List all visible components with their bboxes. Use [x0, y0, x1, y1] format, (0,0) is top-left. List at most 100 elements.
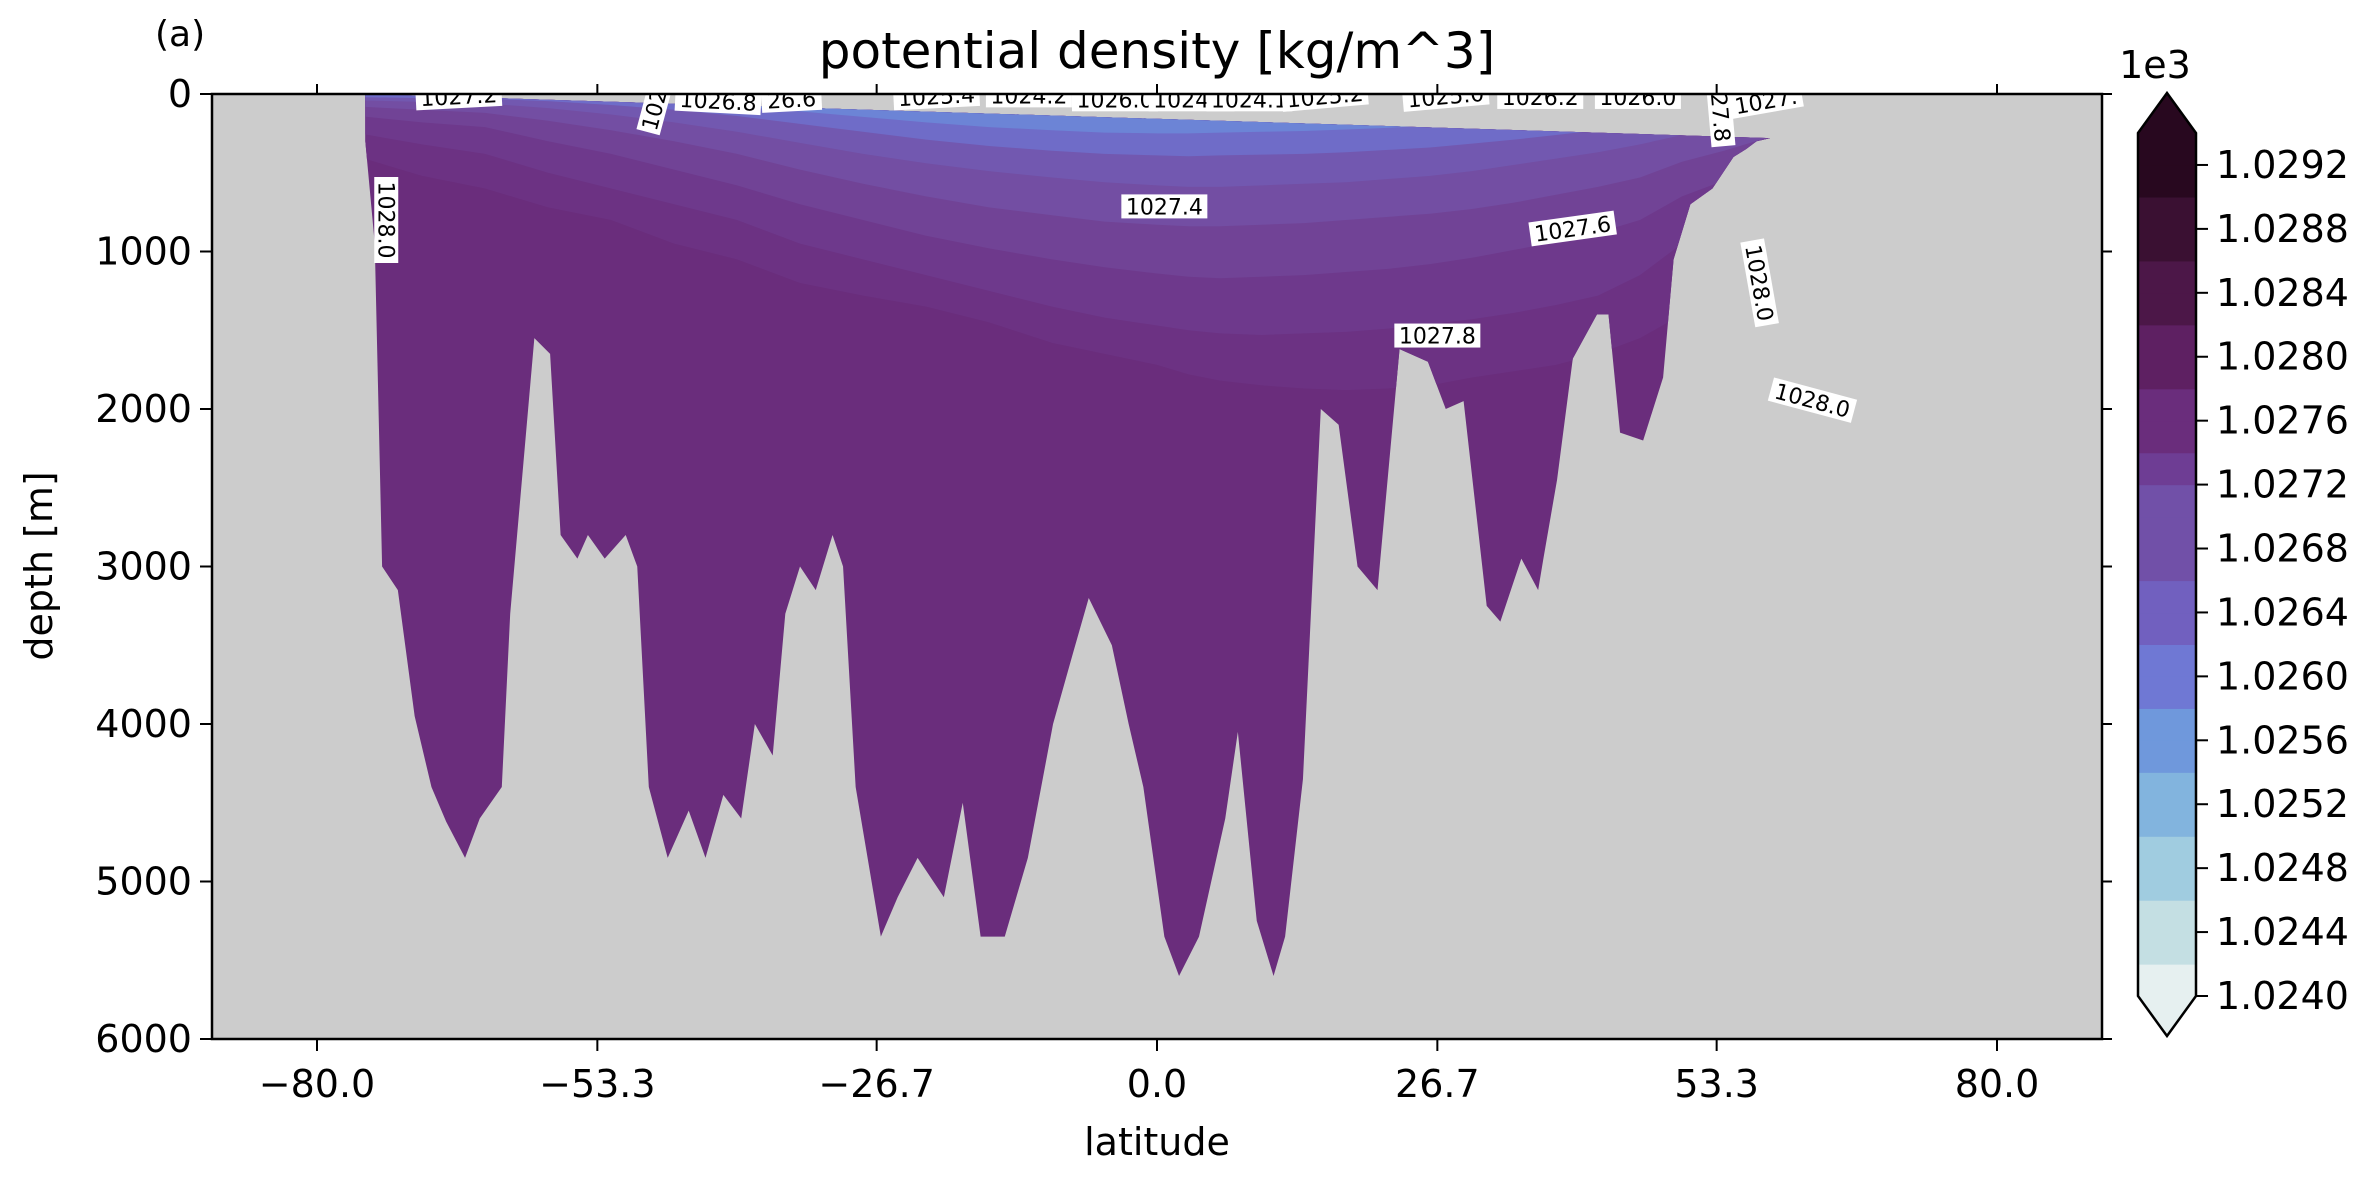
contour-label: 1027.8 — [1394, 323, 1481, 350]
colorbar-tick-label: 1.0264 — [2216, 590, 2349, 634]
colorbar-swatch — [2138, 676, 2196, 709]
contour-label-text: 1024.1 — [1211, 88, 1288, 113]
colorbar-tick-label: 1.0260 — [2216, 654, 2349, 698]
colorbar-swatch — [2138, 356, 2196, 390]
y-tick-label: 5000 — [95, 860, 192, 904]
colorbar-swatch — [2138, 836, 2196, 869]
colorbar-swatch — [2138, 196, 2196, 230]
contour-label-box — [892, 94, 981, 111]
contour-label-text: 1025.4 — [897, 83, 975, 112]
colorbar-tick-label: 1.0240 — [2216, 974, 2349, 1018]
colorbar-swatch — [2138, 133, 2196, 166]
colorbar-swatch — [2138, 516, 2196, 550]
colorbar-tick-label: 1.0292 — [2216, 143, 2349, 187]
colorbar-swatch — [2138, 900, 2196, 933]
contour-label: 1025.4 — [892, 83, 981, 112]
colorbar-tick-label: 1.0252 — [2216, 782, 2349, 826]
colorbar-extend-max — [2138, 93, 2196, 133]
colorbar-offset-label: 1e3 — [2119, 43, 2191, 87]
colorbar-swatch — [2138, 164, 2196, 198]
colorbar-swatch — [2138, 612, 2196, 646]
x-axis: −80.0 −53.3 −26.7 0.0 26.7 53.3 80.0 — [259, 84, 2040, 1106]
colorbar: 1.0240 1.0244 1.0248 1.0252 1.0256 1.0260 1.02… — [2119, 43, 2349, 1039]
contour-label-text: 1028.0 — [372, 182, 397, 259]
colorbar-swatch — [2138, 804, 2196, 837]
y-axis-label: depth [m] — [17, 471, 61, 660]
contour-labels: 1027.2 102 1026.8 26.6 1025.4 1024.2 1026.0 102… — [372, 83, 1858, 424]
x-tick-label: −80.0 — [259, 1062, 375, 1106]
contour-label: 1026.2 — [1497, 86, 1584, 111]
colorbar-swatch — [2138, 324, 2196, 358]
contour-label-box — [1497, 94, 1584, 109]
contour-label-box — [674, 94, 762, 116]
contour-label-box — [1206, 94, 1293, 112]
colorbar-swatch — [2138, 228, 2196, 262]
colorbar-tick-label: 1.0244 — [2216, 910, 2349, 954]
contour-label-text: 1024.2 — [990, 84, 1067, 109]
contour-label-box — [1281, 94, 1369, 112]
colorbar-tick-label: 1.0276 — [2216, 399, 2349, 443]
x-tick-label: −53.3 — [539, 1062, 655, 1106]
contour-label-box — [1528, 210, 1617, 247]
colorbar-tick-label: 1.0288 — [2216, 207, 2349, 251]
y-tick-label: 3000 — [95, 545, 192, 589]
contour-label-text: 1026.2 — [1502, 86, 1579, 111]
y-tick-label: 4000 — [95, 702, 192, 746]
contour-label-text: 1026.0 — [1599, 86, 1676, 111]
contour-label-box — [636, 94, 672, 136]
colorbar-swatch — [2138, 292, 2196, 326]
y-tick-label: 0 — [168, 72, 192, 116]
colorbar-swatch — [2138, 260, 2196, 294]
contour-label-text: 1027.4 — [1126, 195, 1203, 220]
colorbar-tick-label: 1.0248 — [2216, 846, 2349, 890]
colorbar-swatch — [2138, 868, 2196, 901]
contour-label-box — [1594, 94, 1681, 109]
y-tick-label: 1000 — [95, 230, 192, 274]
contour-label: 1027.6 — [1528, 210, 1617, 248]
contour-label-box — [1394, 323, 1481, 348]
contour-label: 1027.2 — [415, 83, 503, 112]
panel-label: (a) — [155, 14, 205, 55]
colorbar-tick-label: 1.0256 — [2216, 718, 2349, 762]
contour-label-box — [1072, 94, 1158, 112]
contour-label-box — [1727, 94, 1804, 120]
chart-title: potential density [kg/m^3] — [819, 22, 1496, 80]
colorbar-swatch — [2138, 740, 2196, 773]
colorbar-swatch — [2138, 548, 2196, 582]
contour-label: 1024.1 — [1206, 88, 1293, 113]
contour-label-box — [1767, 377, 1858, 423]
colorbar-swatch — [2138, 484, 2196, 518]
y-tick-label: 2000 — [95, 387, 192, 431]
colorbar-swatch — [2138, 388, 2196, 422]
contour-label-box — [1740, 238, 1779, 328]
colorbar-swatch — [2138, 452, 2196, 486]
contour-label-box — [415, 94, 503, 111]
contour-label-box — [760, 94, 823, 113]
contour-label-text: 1027.2 — [420, 83, 498, 112]
plot-area: 1027.2 102 1026.8 26.6 1025.4 1024.2 1026.0 102… — [212, 83, 2102, 1039]
contour-label: 1027.4 — [1121, 194, 1208, 220]
contour-label-text: 26.6 — [767, 87, 817, 115]
x-tick-label: 80.0 — [1955, 1062, 2040, 1106]
contour-label-box — [1401, 94, 1490, 112]
colorbar-swatch — [2138, 772, 2196, 805]
x-tick-label: 53.3 — [1674, 1062, 1759, 1106]
colorbar-ticks: 1.0240 1.0244 1.0248 1.0252 1.0256 1.0260 1.02… — [2196, 143, 2349, 1018]
contour-label-box — [1121, 194, 1208, 219]
colorbar-extend-min — [2138, 996, 2196, 1036]
x-tick-label: −26.7 — [818, 1062, 934, 1106]
colorbar-tick-label: 1.0268 — [2216, 527, 2349, 571]
x-tick-label: 0.0 — [1127, 1062, 1187, 1106]
x-tick-label: 26.7 — [1395, 1062, 1480, 1106]
colorbar-swatch — [2138, 708, 2196, 741]
y-axis: 0 1000 2000 3000 4000 5000 6000 — [95, 72, 2112, 1061]
contour-label-box — [985, 94, 1072, 108]
contour-label-text: 1026.8 — [679, 88, 757, 117]
colorbar-swatch — [2138, 964, 2196, 997]
colorbar-swatch — [2138, 580, 2196, 614]
contour-label: 1026.0 — [1072, 94, 1158, 113]
contour-label: 1026.8 — [674, 88, 762, 117]
colorbar-swatch — [2138, 420, 2196, 454]
colorbar-swatches — [2138, 133, 2196, 997]
